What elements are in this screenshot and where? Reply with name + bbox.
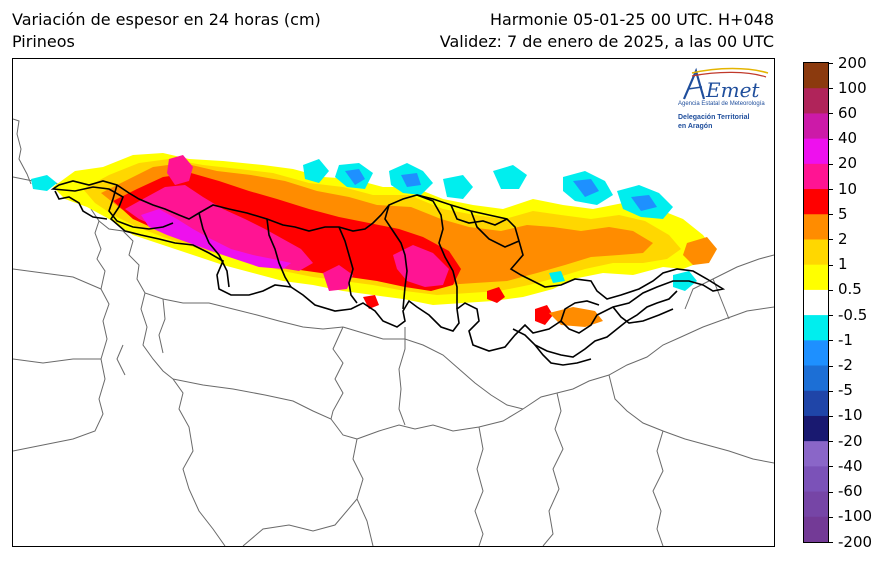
colorbar-swatch-4	[804, 163, 828, 190]
colorbar-label: 200	[838, 53, 867, 72]
colorbar-swatch-1	[804, 88, 828, 114]
map-panel: Emet Agencia Estatal de Meteorología Del…	[12, 58, 775, 547]
colorbar-label: -40	[838, 456, 863, 475]
colorbar-tick	[829, 113, 833, 115]
colorbar-label: 10	[838, 179, 858, 198]
title-region: Pirineos	[12, 32, 75, 51]
logo-org-line2: en Aragón	[678, 123, 713, 130]
colorbar-swatch-0	[804, 63, 828, 89]
colorbar-swatch-3	[804, 138, 828, 165]
colorbar-tick	[829, 491, 833, 493]
colorbar-swatch-12	[804, 365, 828, 392]
colorbar-swatch-16	[804, 466, 828, 493]
colorbar-tick	[829, 441, 833, 443]
colorbar-label: 20	[838, 154, 858, 173]
colorbar-swatch-2	[804, 113, 828, 140]
colorbar-label: -5	[838, 381, 853, 400]
colorbar-tick	[829, 542, 833, 543]
colorbar-tick	[829, 138, 833, 140]
title-variable: Variación de espesor en 24 horas (cm)	[12, 10, 321, 29]
colorbar-tick	[829, 264, 833, 266]
colorbar-tick	[829, 289, 833, 291]
colorbar-label: -1	[838, 330, 853, 349]
colorbar-swatch-7	[804, 239, 828, 266]
colorbar	[803, 62, 829, 543]
validity-time: Validez: 7 de enero de 2025, a las 00 UT…	[439, 32, 774, 51]
colorbar-tick	[829, 466, 833, 468]
colorbar-tick	[829, 63, 833, 64]
colorbar-label: -2	[838, 356, 853, 375]
colorbar-swatch-10	[804, 315, 828, 341]
colorbar-swatch-18	[804, 516, 828, 542]
colorbar-label: -20	[838, 431, 863, 450]
colorbar-label: 60	[838, 103, 858, 122]
colorbar-label: -60	[838, 482, 863, 501]
colorbar-tick	[829, 315, 833, 317]
aemet-logo-mark: Emet	[682, 67, 769, 101]
colorbar-label: 2	[838, 229, 848, 248]
colorbar-label: -200	[838, 532, 873, 551]
colorbar-tick	[829, 88, 833, 90]
svg-text:Emet: Emet	[705, 78, 760, 101]
colorbar-tick	[829, 214, 833, 216]
colorbar-label: 40	[838, 129, 858, 148]
colorbar-tick	[829, 415, 833, 417]
colorbar-label: -100	[838, 507, 873, 526]
colorbar-swatch-11	[804, 340, 828, 367]
snow-change-field	[31, 153, 717, 327]
colorbar-label: 1	[838, 255, 848, 274]
chart-title: Variación de espesor en 24 horas (cm) Pi…	[12, 9, 321, 53]
colorbar-label: 5	[838, 204, 848, 223]
colorbar-label: 0.5	[838, 280, 862, 299]
colorbar-swatch-8	[804, 264, 828, 291]
colorbar-swatch-6	[804, 214, 828, 240]
logo-org-line1: Delegación Territorial	[678, 114, 750, 121]
colorbar-tick	[829, 365, 833, 367]
colorbar-swatch-15	[804, 441, 828, 467]
colorbar-swatches	[804, 63, 828, 542]
colorbar-swatch-17	[804, 491, 828, 518]
colorbar-tick	[829, 390, 833, 392]
colorbar-swatch-13	[804, 390, 828, 417]
colorbar-tick	[829, 189, 833, 191]
aemet-logo: Emet Agencia Estatal de Meteorología Del…	[678, 65, 774, 131]
model-run: Harmonie 05-01-25 00 UTC. H+048	[489, 10, 774, 29]
colorbar-label: -10	[838, 406, 863, 425]
colorbar-label: 100	[838, 78, 867, 97]
run-info: Harmonie 05-01-25 00 UTC. H+048 Validez:…	[440, 9, 774, 53]
colorbar-swatch-5	[804, 189, 828, 215]
warning-zones	[50, 180, 726, 366]
colorbar-tick	[829, 239, 833, 241]
province-boundaries	[13, 118, 774, 546]
logo-subtitle: Agencia Estatal de Meteorología	[678, 101, 765, 107]
colorbar-swatch-9	[804, 289, 828, 316]
colorbar-tick	[829, 163, 833, 165]
colorbar-label: -0.5	[838, 305, 868, 324]
colorbar-swatch-14	[804, 415, 828, 442]
colorbar-tick	[829, 340, 833, 342]
colorbar-tick	[829, 516, 833, 518]
map-canvas	[13, 118, 774, 546]
